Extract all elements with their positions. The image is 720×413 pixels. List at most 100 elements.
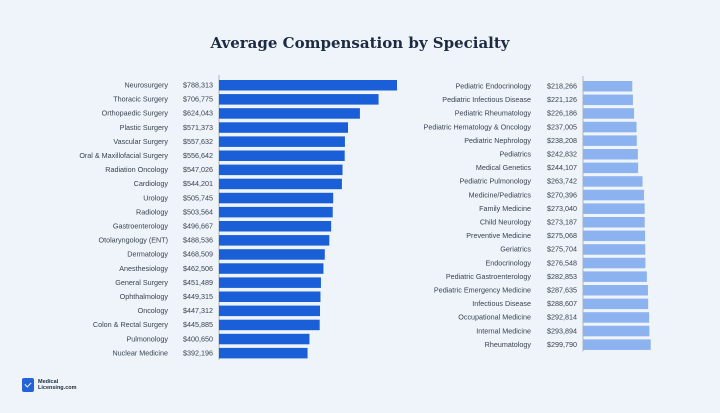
bar bbox=[583, 108, 635, 119]
bar bbox=[583, 339, 651, 350]
bar bbox=[583, 162, 639, 174]
category-label: Thoracic Surgery bbox=[113, 95, 168, 104]
value-label: $238,208 bbox=[547, 136, 577, 145]
bar bbox=[219, 235, 330, 246]
value-label: $462,506 bbox=[183, 264, 213, 273]
category-label: Neurosurgery bbox=[124, 81, 168, 90]
category-label: Oral & Maxillofacial Surgery bbox=[79, 151, 168, 160]
category-label: Radiology bbox=[136, 207, 168, 216]
bar bbox=[583, 285, 648, 296]
value-label: $624,043 bbox=[183, 109, 213, 118]
bar bbox=[219, 221, 332, 232]
bar bbox=[583, 189, 645, 201]
value-label: $273,187 bbox=[547, 218, 577, 227]
value-label: $288,607 bbox=[547, 299, 577, 308]
bar bbox=[219, 108, 360, 119]
category-label: General Surgery bbox=[115, 278, 168, 287]
value-label: $571,373 bbox=[183, 123, 213, 132]
category-label: Infectious Disease bbox=[472, 299, 531, 308]
category-label: Oncology bbox=[138, 306, 169, 315]
category-label: Pediatric Gastroenterology bbox=[446, 272, 532, 281]
category-label: Pulmonology bbox=[126, 334, 168, 343]
bar bbox=[219, 263, 324, 274]
value-label: $400,650 bbox=[183, 334, 213, 343]
category-label: Pediatric Nephrology bbox=[464, 136, 531, 145]
category-label: Internal Medicine bbox=[476, 326, 531, 335]
category-label: Colon & Rectal Surgery bbox=[93, 320, 169, 329]
bar bbox=[583, 217, 645, 228]
category-label: Pediatric Infectious Disease bbox=[442, 95, 531, 104]
category-label: Nuclear Medicine bbox=[112, 348, 168, 357]
category-label: Medicine/Pediatrics bbox=[469, 190, 532, 199]
bar bbox=[219, 178, 342, 190]
category-label: Pediatric Rheumatology bbox=[455, 109, 532, 118]
value-label: $218,266 bbox=[547, 82, 577, 91]
value-label: $503,564 bbox=[183, 207, 213, 216]
bar bbox=[583, 244, 646, 255]
value-label: $263,742 bbox=[547, 177, 577, 186]
value-label: $468,509 bbox=[183, 250, 213, 259]
value-label: $505,745 bbox=[183, 193, 213, 202]
logo-check-icon bbox=[22, 378, 34, 392]
category-label: Vascular Surgery bbox=[113, 137, 168, 146]
bar bbox=[219, 305, 321, 317]
value-label: $237,005 bbox=[547, 122, 577, 131]
bar bbox=[583, 149, 638, 160]
value-label: $449,315 bbox=[183, 292, 213, 301]
value-label: $544,201 bbox=[183, 179, 213, 188]
value-label: $299,790 bbox=[547, 340, 577, 349]
category-label: Child Neurology bbox=[480, 218, 532, 227]
bar bbox=[583, 230, 646, 242]
bar bbox=[219, 333, 310, 345]
category-label: Cardiology bbox=[134, 179, 169, 188]
value-label: $242,832 bbox=[547, 150, 577, 159]
value-label: $392,196 bbox=[183, 348, 213, 357]
logo-wordmark: Medical Licensing.com bbox=[38, 379, 77, 391]
bar bbox=[219, 80, 397, 91]
value-label: $496,667 bbox=[183, 222, 213, 231]
category-label: Medical Genetics bbox=[476, 163, 532, 172]
category-label: Pediatrics bbox=[499, 150, 531, 159]
bar bbox=[583, 203, 645, 214]
category-label: Ophthalmology bbox=[120, 292, 169, 301]
value-label: $445,885 bbox=[183, 320, 213, 329]
category-label: Gastroenterology bbox=[113, 222, 169, 231]
bar bbox=[583, 121, 637, 133]
value-label: $557,632 bbox=[183, 137, 213, 146]
category-label: Plastic Surgery bbox=[120, 123, 169, 132]
category-label: Pediatric Emergency Medicine bbox=[434, 286, 531, 295]
value-label: $293,894 bbox=[547, 326, 577, 335]
category-label: Endocrinology bbox=[485, 258, 531, 267]
bar bbox=[219, 347, 308, 359]
bar bbox=[583, 298, 649, 310]
value-label: $547,026 bbox=[183, 165, 213, 174]
bar bbox=[583, 135, 637, 146]
value-label: $226,186 bbox=[547, 109, 577, 118]
value-label: $447,312 bbox=[183, 306, 213, 315]
value-label: $556,642 bbox=[183, 151, 213, 160]
value-label: $788,313 bbox=[183, 81, 213, 90]
category-label: Preventive Medicine bbox=[466, 231, 531, 240]
bar bbox=[583, 325, 650, 337]
bar bbox=[583, 257, 646, 269]
logo: Medical Licensing.com bbox=[22, 378, 77, 392]
bar bbox=[583, 81, 633, 92]
value-label: $221,126 bbox=[547, 95, 577, 104]
value-label: $451,489 bbox=[183, 278, 213, 287]
category-label: Anesthesiology bbox=[119, 264, 168, 273]
bar bbox=[219, 249, 325, 260]
value-label: $275,068 bbox=[547, 231, 577, 240]
category-label: Family Medicine bbox=[479, 204, 531, 213]
category-label: Otolaryngology (ENT) bbox=[98, 236, 168, 245]
category-label: Pediatric Pulmonology bbox=[459, 177, 531, 186]
bar bbox=[583, 312, 650, 323]
bar bbox=[219, 291, 321, 302]
bar bbox=[219, 206, 333, 218]
bar bbox=[583, 94, 633, 106]
bar bbox=[219, 94, 379, 105]
value-label: $706,775 bbox=[183, 95, 213, 104]
category-label: Geriatrics bbox=[500, 245, 531, 254]
value-label: $276,548 bbox=[547, 258, 577, 267]
category-label: Pediatric Endocrinology bbox=[455, 82, 531, 91]
